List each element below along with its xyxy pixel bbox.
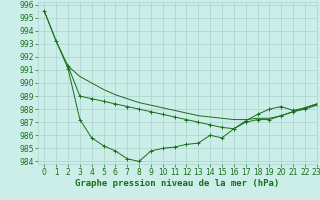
X-axis label: Graphe pression niveau de la mer (hPa): Graphe pression niveau de la mer (hPa) [76, 179, 280, 188]
